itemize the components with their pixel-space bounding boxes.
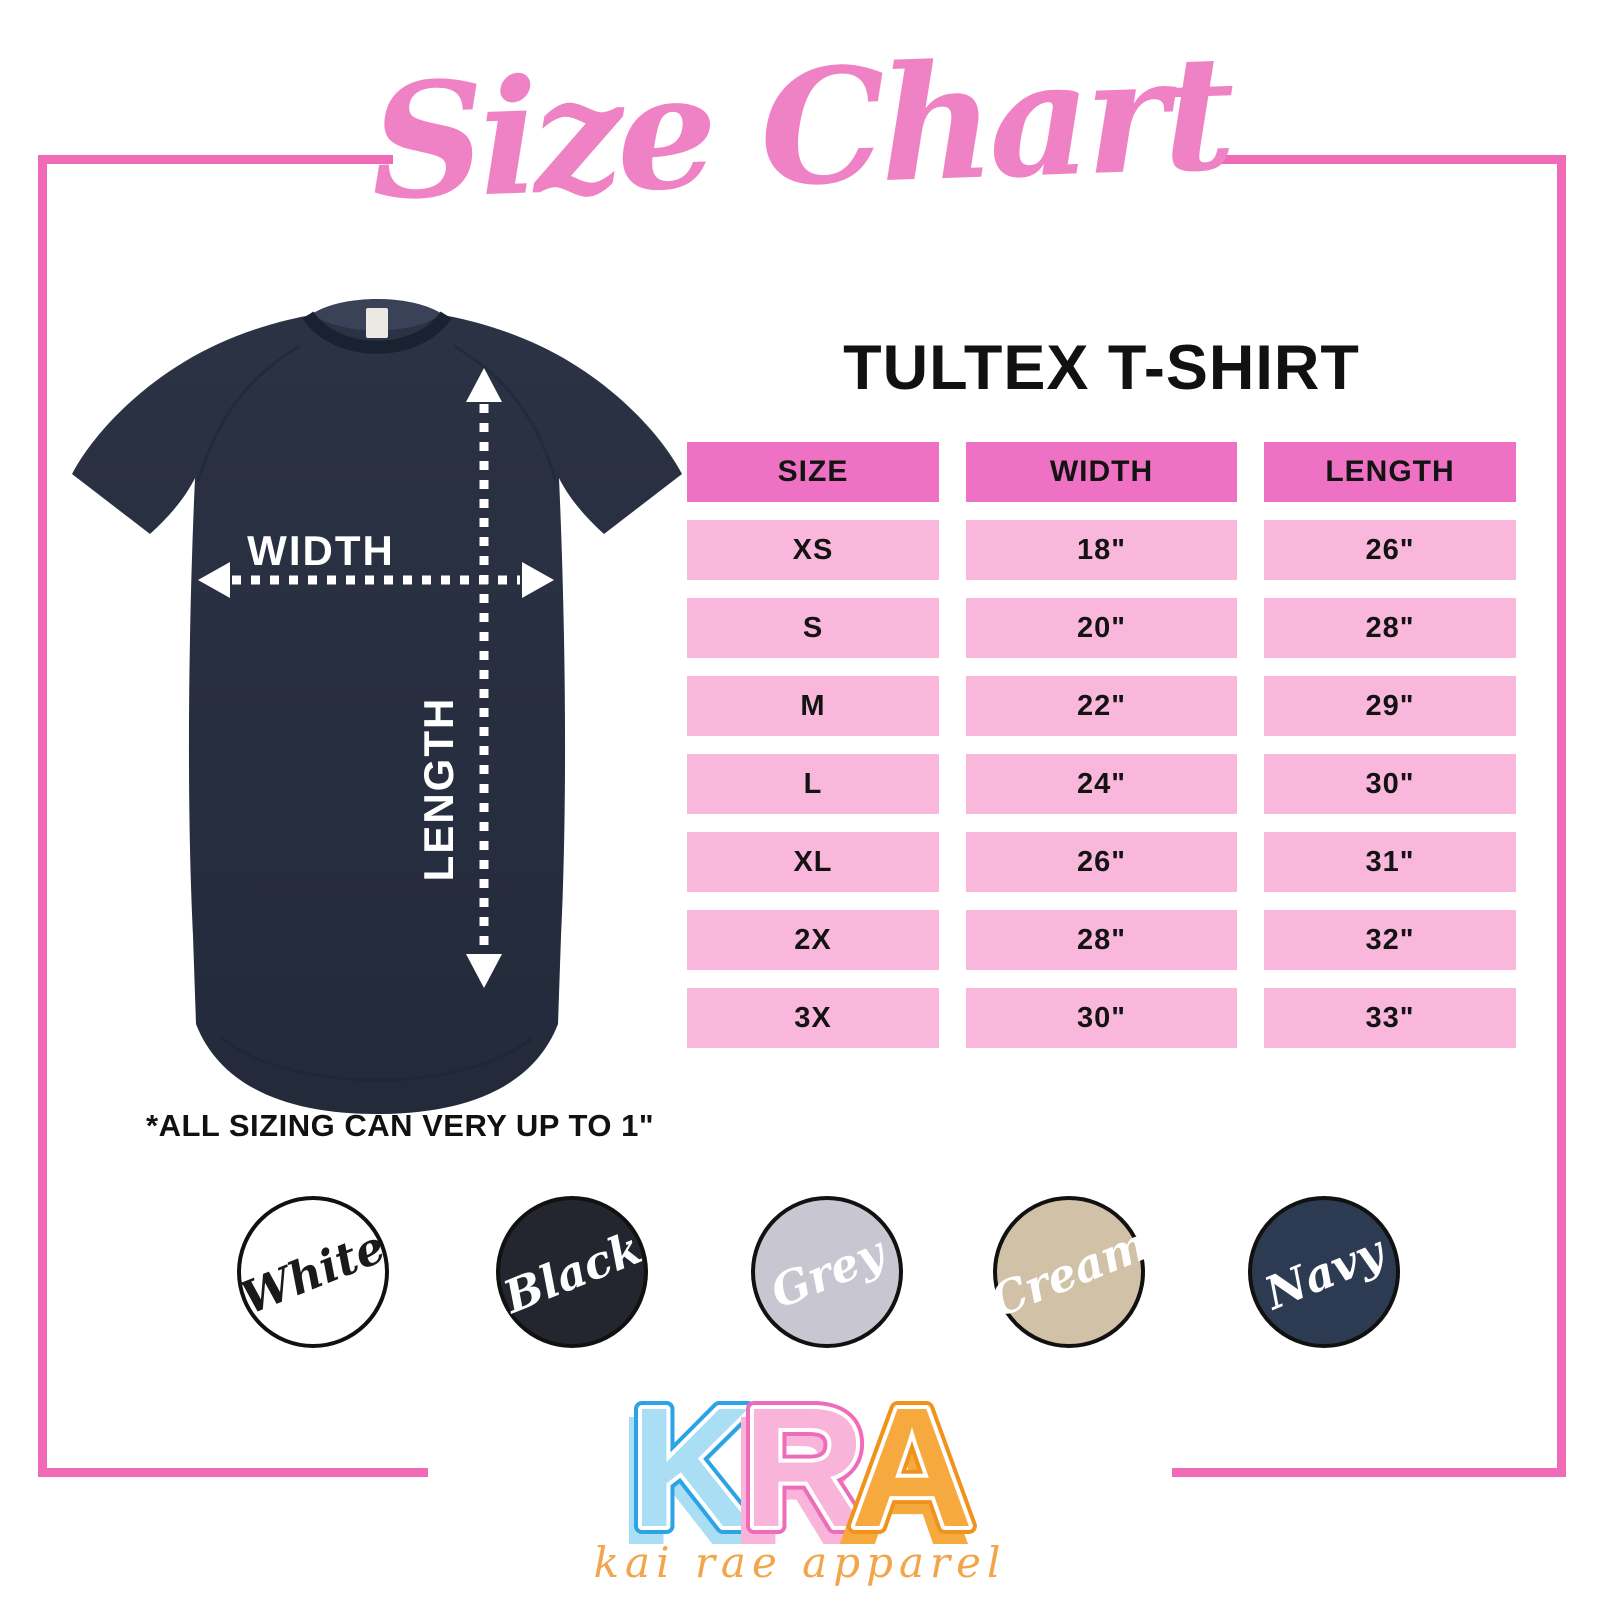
table-cell-2x-size: 2X <box>687 910 939 970</box>
table-cell-m-size: M <box>687 676 939 736</box>
frame-border-bottom-right <box>1172 1468 1566 1477</box>
color-swatch-white: White <box>234 1196 392 1348</box>
logo-tagline: kai rae apparel <box>594 1538 1007 1587</box>
frame-border-left <box>38 155 47 1477</box>
frame-border-top-left <box>38 155 393 164</box>
tshirt-silhouette <box>72 305 682 1114</box>
frame-border-right <box>1557 155 1566 1477</box>
table-cell-s-length: 28" <box>1264 598 1516 658</box>
table-cell-l-length: 30" <box>1264 754 1516 814</box>
logo-letter-a: A A A <box>838 1372 982 1581</box>
frame-border-bottom-left <box>38 1468 428 1477</box>
swatch-label-black: Black <box>495 1220 649 1324</box>
table-cell-xl-width: 26" <box>966 832 1237 892</box>
table-cell-xs-length: 26" <box>1264 520 1516 580</box>
color-swatch-black: Black <box>496 1196 648 1348</box>
table-cell-3x-size: 3X <box>687 988 939 1048</box>
svg-text:R: R <box>743 1373 866 1563</box>
collar-band <box>302 311 452 354</box>
table-cell-2x-width: 28" <box>966 910 1237 970</box>
table-header-length: LENGTH <box>1264 442 1516 502</box>
table-cell-xs-size: XS <box>687 520 939 580</box>
tshirt-measurement-diagram: WIDTH LENGTH <box>72 299 682 1114</box>
table-header-size: SIZE <box>687 442 939 502</box>
table-cell-xl-length: 31" <box>1264 832 1516 892</box>
table-cell-s-width: 20" <box>966 598 1237 658</box>
swatch-label-cream: Cream <box>982 1216 1156 1328</box>
length-label: LENGTH <box>415 697 462 882</box>
svg-text:R: R <box>743 1373 866 1563</box>
color-swatch-cream: Cream <box>983 1196 1155 1348</box>
table-cell-l-width: 24" <box>966 754 1237 814</box>
swatch-label-grey: Grey <box>762 1225 892 1319</box>
sleeve-seam-right <box>453 344 558 483</box>
swatch-label-white: White <box>233 1219 393 1325</box>
svg-text:A: A <box>851 1373 974 1563</box>
color-swatch-grey: Grey <box>751 1196 903 1348</box>
svg-text:A: A <box>843 1386 966 1576</box>
table-cell-3x-width: 30" <box>966 988 1237 1048</box>
table-cell-l-size: L <box>687 754 939 814</box>
brand-logo: K K K R R R A A A kai rae apparel <box>594 1372 1007 1587</box>
table-header-width: WIDTH <box>966 442 1237 502</box>
logo-letter-r: R R R <box>730 1372 874 1581</box>
size-chart-title: Size Chart <box>367 21 1233 236</box>
svg-text:K: K <box>631 1373 754 1563</box>
table-cell-2x-length: 32" <box>1264 910 1516 970</box>
product-heading: TULTEX T-SHIRT <box>843 333 1360 403</box>
width-label: WIDTH <box>247 527 395 574</box>
length-arrow <box>466 368 502 988</box>
svg-text:R: R <box>735 1386 858 1576</box>
table-cell-m-length: 29" <box>1264 676 1516 736</box>
svg-text:A: A <box>851 1373 974 1563</box>
svg-text:K: K <box>631 1373 754 1563</box>
swatch-label-navy: Navy <box>1257 1224 1391 1320</box>
frame-border-top-right <box>1218 155 1566 164</box>
logo-letter-k: K K K <box>618 1372 762 1581</box>
table-cell-xs-width: 18" <box>966 520 1237 580</box>
svg-text:K: K <box>623 1386 746 1576</box>
table-cell-3x-length: 33" <box>1264 988 1516 1048</box>
table-cell-xl-size: XL <box>687 832 939 892</box>
size-table: SIZE WIDTH LENGTH XS 18" 26" S 20" 28" M… <box>687 442 1516 1048</box>
table-cell-s-size: S <box>687 598 939 658</box>
sizing-note: *ALL SIZING CAN VERY UP TO 1" <box>146 1108 655 1143</box>
color-swatch-navy: Navy <box>1248 1196 1400 1348</box>
width-arrow <box>198 562 554 598</box>
neck-label <box>366 308 388 338</box>
hem-stitch <box>221 1036 533 1082</box>
table-cell-m-width: 22" <box>966 676 1237 736</box>
sleeve-seam-left <box>196 344 301 483</box>
